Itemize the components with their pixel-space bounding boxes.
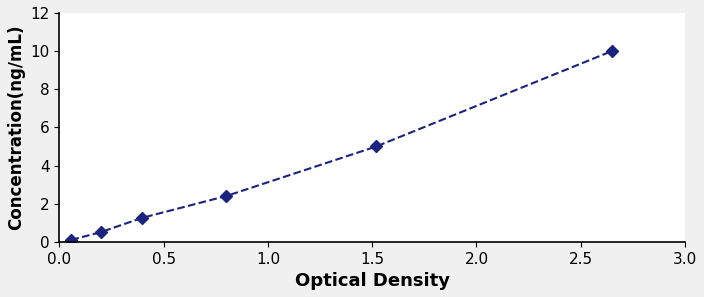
Y-axis label: Concentration(ng/mL): Concentration(ng/mL) xyxy=(7,25,25,230)
X-axis label: Optical Density: Optical Density xyxy=(295,272,450,290)
